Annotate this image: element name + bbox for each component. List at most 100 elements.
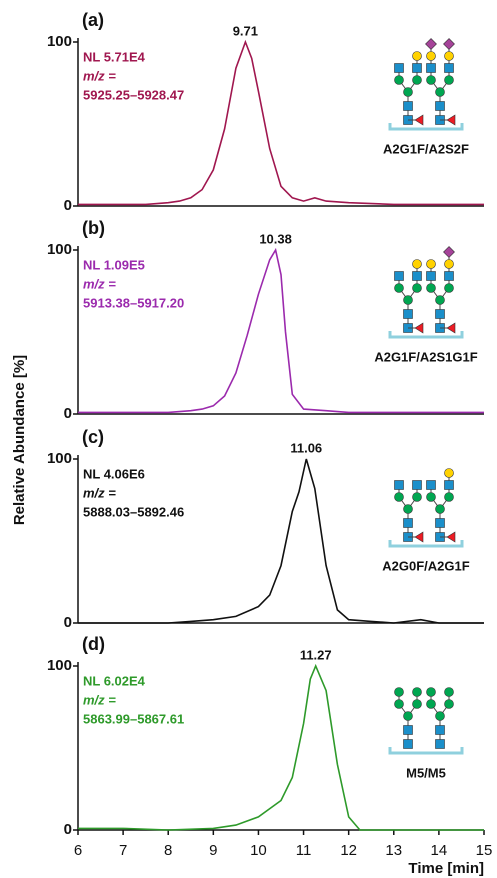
mz-range: 5913.38–5917.20 [83,295,184,310]
glycan-icon [403,518,413,528]
panel-label: (a) [82,10,104,30]
glycan-icon [444,492,454,502]
x-tick-label: 12 [340,842,357,859]
mz-label: m/z = [83,692,116,707]
glycan-bracket [388,747,464,755]
panel-label: (d) [82,634,105,654]
glycan-icon [426,75,436,85]
x-tick-label: 9 [209,842,217,859]
glycan-icon [412,259,422,269]
panel-label: (b) [82,218,105,238]
glycan-icon [446,531,456,543]
y-tick-label: 100 [47,241,72,258]
chromatogram-line [78,663,484,831]
x-tick-label: 14 [431,842,448,859]
y-tick-label: 100 [47,33,72,50]
chromatogram-line [78,247,484,414]
mz-range: 5863.99–5867.61 [83,711,184,726]
glycan-icon [412,687,422,697]
glycan-icon [394,492,404,502]
glycan-icon [444,75,454,85]
glycan-icon [444,480,454,490]
mz-range: 5888.03–5892.46 [83,504,184,519]
glycan-icon [444,468,454,478]
glycan-icon [446,322,456,334]
x-tick-label: 11 [296,842,312,859]
glycan-icon [403,504,413,514]
glycan-icon [426,51,436,61]
glycan-icon [435,309,445,319]
glycan-icon [414,322,424,334]
glycan-icon [394,271,404,281]
mz-label: m/z = [83,68,116,83]
glycan-icon [443,246,455,258]
x-tick-label: 13 [385,842,402,859]
glycan-icon [425,38,437,50]
mz-label: m/z = [83,485,116,500]
chromatogram-line [78,39,484,206]
glycan-icon [412,63,422,73]
nl-label: NL 1.09E5 [83,257,145,272]
glycan-icon [403,101,413,111]
glycan-icon [444,699,454,709]
glycan-bracket [388,540,464,548]
glycan-icon [444,259,454,269]
glycan-icon [426,687,436,697]
glycan-icon [444,63,454,73]
x-axis-label: Time [min] [408,860,484,877]
x-tick-label: 6 [74,842,82,859]
glycan-icon [426,492,436,502]
glycan-icon [426,259,436,269]
glycan-icon [394,63,404,73]
glycan-icon [412,699,422,709]
mz-range: 5925.25–5928.47 [83,87,184,102]
mz-label: m/z = [83,276,116,291]
nl-label: NL 5.71E4 [83,49,146,64]
glycan-icon [435,504,445,514]
x-tick-label: 15 [476,842,493,859]
peak-label: 10.38 [259,231,292,246]
glycan-icon [394,687,404,697]
glycan-icon [403,739,413,749]
glycan-icon [394,480,404,490]
glycan-icon [414,114,424,126]
glycan-bracket [388,123,464,131]
y-tick-label: 100 [47,657,72,674]
glycan-icon [435,295,445,305]
y-tick-label: 100 [47,450,72,467]
glycan-icon [412,75,422,85]
x-tick-label: 10 [250,842,267,859]
y-tick-label: 0 [64,197,72,214]
panel-label: (c) [82,427,104,447]
glycan-icon [435,87,445,97]
glycan-icon [435,101,445,111]
x-tick-label: 8 [164,842,172,859]
glycan-icon [394,75,404,85]
y-tick-label: 0 [64,614,72,631]
glycan-icon [403,711,413,721]
glycan-icon [403,725,413,735]
glycan-icon [426,271,436,281]
x-tick-label: 7 [119,842,127,859]
glycan-icon [426,699,436,709]
glycan-icon [412,271,422,281]
glycan-label: A2G0F/A2G1F [382,558,469,573]
nl-label: NL 4.06E6 [83,466,145,481]
glycan-icon [412,492,422,502]
y-tick-label: 0 [64,405,72,422]
glycan-icon [412,480,422,490]
peak-label: 11.27 [300,647,332,662]
glycan-icon [403,295,413,305]
glycan-icon [403,87,413,97]
glycan-icon [426,63,436,73]
glycan-icon [444,283,454,293]
glycan-icon [435,711,445,721]
chromatogram-line [78,458,484,624]
glycan-icon [426,480,436,490]
glycan-icon [412,283,422,293]
glycan-icon [394,283,404,293]
glycan-icon [444,271,454,281]
y-tick-label: 0 [64,821,72,838]
glycan-icon [414,531,424,543]
peak-label: 9.71 [233,23,258,38]
